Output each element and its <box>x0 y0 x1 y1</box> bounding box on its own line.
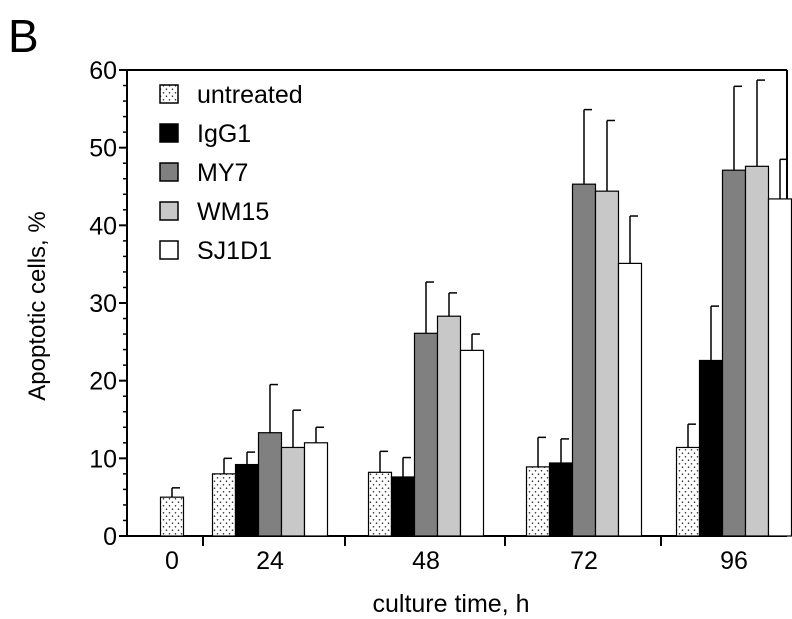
y-tick-label: 40 <box>89 212 117 240</box>
y-tick-label: 0 <box>103 523 117 551</box>
y-tick-label: 60 <box>89 57 117 85</box>
legend-swatch <box>159 123 179 143</box>
bar-sj1d1 <box>617 262 643 537</box>
legend-label: MY7 <box>197 159 248 187</box>
y-tick-label: 10 <box>89 445 117 473</box>
legend-swatch <box>159 162 179 182</box>
legend-swatch <box>159 240 179 260</box>
y-tick-label: 30 <box>89 290 117 318</box>
bar-igg1 <box>548 462 574 537</box>
x-tick-label: 72 <box>570 547 598 575</box>
bar-my7 <box>257 432 283 537</box>
bar-wm15 <box>280 446 306 537</box>
legend-label: SJ1D1 <box>197 237 272 265</box>
y-tick-label: 50 <box>89 135 117 163</box>
bar-wm15 <box>744 165 770 537</box>
bar-igg1 <box>698 359 724 537</box>
legend-swatch <box>159 84 179 104</box>
bar-sj1d1 <box>459 349 485 537</box>
bar-igg1 <box>234 463 260 537</box>
bar-untreated <box>675 446 701 537</box>
x-tick-label: 0 <box>165 547 179 575</box>
bar-untreated <box>159 496 185 537</box>
bar-untreated <box>525 466 551 537</box>
panel-label: B <box>8 10 39 62</box>
legend: untreated IgG1 MY7 WM15 SJ1D1 <box>159 81 303 265</box>
legend-label: IgG1 <box>197 120 251 148</box>
x-tick-label: 96 <box>720 547 748 575</box>
bar-wm15 <box>436 315 462 537</box>
bar-my7 <box>571 183 597 537</box>
bar-untreated <box>367 471 393 537</box>
legend-label: WM15 <box>197 198 269 226</box>
y-axis-label: Apoptotic cells, % <box>24 211 51 400</box>
x-tick-label: 48 <box>412 547 440 575</box>
bar-untreated <box>211 473 237 537</box>
bar-wm15 <box>594 190 620 537</box>
plot-area: 0 10 20 30 40 50 60 0 24 48 72 96 <box>89 57 792 575</box>
bar-my7 <box>413 332 439 537</box>
legend-label: untreated <box>197 81 303 109</box>
x-axis-label: culture time, h <box>372 590 529 618</box>
bar-my7 <box>721 169 747 537</box>
x-tick-label: 24 <box>256 547 284 575</box>
y-tick-label: 20 <box>89 368 117 396</box>
bar-sj1d1 <box>767 198 792 537</box>
legend-swatch <box>159 201 179 221</box>
bar-sj1d1 <box>303 442 329 537</box>
bar-igg1 <box>390 476 416 537</box>
